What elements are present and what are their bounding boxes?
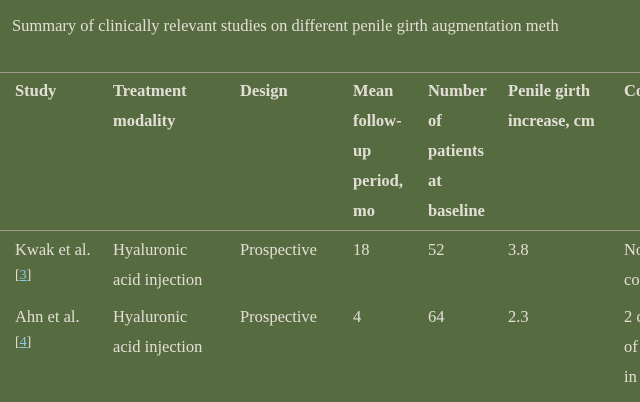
table-top-rule	[0, 72, 640, 73]
cell-design: Prospective	[240, 307, 317, 326]
header-complications: Co	[624, 81, 640, 100]
citation-link[interactable]: 3	[19, 268, 27, 283]
citation-link[interactable]: 4	[19, 335, 27, 350]
cell-complications: 2 cofin	[624, 307, 640, 386]
citation: [3]	[15, 268, 32, 283]
header-study: Study	[15, 81, 57, 100]
cell-followup: 4	[353, 307, 362, 326]
cell-increase: 3.8	[508, 240, 529, 259]
header-design: Design	[240, 81, 288, 100]
header-mean-follow-up: Mean follow-up period, mo	[353, 81, 403, 220]
cell-complications: Noco	[624, 240, 640, 289]
cell-modality: Hyaluronic acid injection	[113, 307, 203, 356]
cell-study: Ahn et al.	[15, 307, 80, 326]
header-treatment-modality: Treatment modality	[113, 81, 187, 130]
citation: [4]	[15, 335, 32, 350]
cell-followup: 18	[353, 240, 370, 259]
cell-patients: 52	[428, 240, 445, 259]
cell-design: Prospective	[240, 240, 317, 259]
table-caption: Summary of clinically relevant studies o…	[12, 16, 559, 35]
cell-patients: 64	[428, 307, 445, 326]
cell-study: Kwak et al.	[15, 240, 91, 259]
cell-increase: 2.3	[508, 307, 529, 326]
header-bottom-rule	[0, 230, 640, 231]
cell-modality: Hyaluronic acid injection	[113, 240, 203, 289]
header-number-of-patients: Number of patients at baseline	[428, 81, 487, 220]
header-penile-girth-increase: Penile girth increase, cm	[508, 81, 595, 130]
